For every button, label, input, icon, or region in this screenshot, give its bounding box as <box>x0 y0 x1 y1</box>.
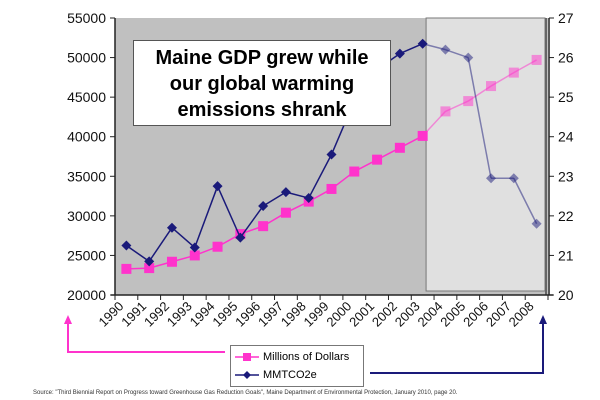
gdp-point <box>326 183 337 194</box>
right-tick-label: 23 <box>558 168 574 184</box>
series-line-segment <box>125 244 150 262</box>
gdp-point <box>212 241 223 252</box>
emissions-point <box>486 173 497 184</box>
emissions-point <box>394 48 405 59</box>
left-tick-label: 35000 <box>67 168 106 184</box>
left-tick-label: 25000 <box>67 247 106 263</box>
arrow-head-icon <box>539 315 547 324</box>
left-tick-label: 50000 <box>67 50 106 66</box>
chart-annotation: Maine GDP grew while our global warming … <box>133 40 391 126</box>
gdp-point <box>394 142 405 153</box>
emissions-point <box>144 256 155 267</box>
series-line-segment <box>445 48 469 59</box>
emissions-point <box>166 222 177 233</box>
right-tick-label: 21 <box>558 247 574 263</box>
series-line-segment <box>239 205 264 239</box>
emissions-point <box>212 181 223 192</box>
legend-label: MMTCO2e <box>263 369 317 381</box>
series-line-segment <box>262 191 287 207</box>
gdp-point <box>440 106 451 117</box>
gdp-point <box>258 221 269 232</box>
series-line-segment <box>148 227 173 262</box>
emissions-point <box>121 240 132 251</box>
gdp-axis-arrow <box>67 322 225 353</box>
right-tick-label: 26 <box>558 50 574 66</box>
gdp-point <box>280 207 291 218</box>
emissions-point <box>508 173 519 184</box>
gdp-point <box>144 263 155 274</box>
emissions-axis-arrow <box>370 322 544 374</box>
annotation-line: our global warming <box>169 73 355 95</box>
emissions-point <box>326 149 337 160</box>
right-tick-label: 27 <box>558 10 574 26</box>
left-tick-label: 45000 <box>67 89 106 105</box>
left-tick-label: 40000 <box>67 129 106 145</box>
annotation-line: Maine GDP grew while <box>155 47 369 69</box>
legend-marker-diamond <box>235 371 259 379</box>
right-tick-label: 22 <box>558 208 574 224</box>
legend-label: Millions of Dollars <box>263 351 350 363</box>
emissions-point <box>235 232 246 243</box>
series-line-segment <box>194 185 219 248</box>
emissions-point <box>280 187 291 198</box>
gdp-point <box>463 96 474 107</box>
emissions-point <box>531 218 542 229</box>
series-line-segment <box>399 43 423 55</box>
gdp-point <box>531 54 542 65</box>
emissions-point <box>258 200 269 211</box>
legend-marker-square <box>235 353 259 361</box>
series-line-segment <box>171 227 196 249</box>
right-tick-label: 24 <box>558 129 574 145</box>
emissions-point <box>463 52 474 63</box>
series-line-segment <box>216 185 242 238</box>
gdp-point <box>189 250 200 261</box>
legend: Millions of Dollars MMTCO2e <box>230 345 364 387</box>
x-tick-label: 2008 <box>506 299 537 330</box>
emissions-point <box>303 193 314 204</box>
legend-item-emissions: MMTCO2e <box>235 366 317 384</box>
emissions-point <box>417 38 428 49</box>
legend-item-gdp: Millions of Dollars <box>235 348 349 366</box>
gdp-point <box>486 81 497 92</box>
series-line-segment <box>308 154 333 199</box>
source-note: Source: "Third Biennial Report on Progre… <box>33 390 458 396</box>
emissions-point <box>440 44 451 55</box>
left-tick-label: 30000 <box>67 208 106 224</box>
gdp-point <box>372 154 383 165</box>
gdp-point <box>166 256 177 267</box>
series-line-segment <box>513 177 538 225</box>
emissions-point <box>189 242 200 253</box>
gdp-point <box>508 67 519 78</box>
arrow-head-icon <box>64 315 72 324</box>
left-tick-label: 55000 <box>67 10 106 26</box>
series-line-segment <box>467 57 492 179</box>
highlight-region <box>425 17 546 292</box>
gdp-point <box>349 166 360 177</box>
gdp-point <box>121 263 132 274</box>
right-tick-label: 25 <box>558 89 574 105</box>
annotation-line: emissions shrank <box>177 99 347 121</box>
right-tick-label: 20 <box>558 287 574 303</box>
gdp-point <box>417 130 428 141</box>
left-tick-label: 20000 <box>67 287 106 303</box>
